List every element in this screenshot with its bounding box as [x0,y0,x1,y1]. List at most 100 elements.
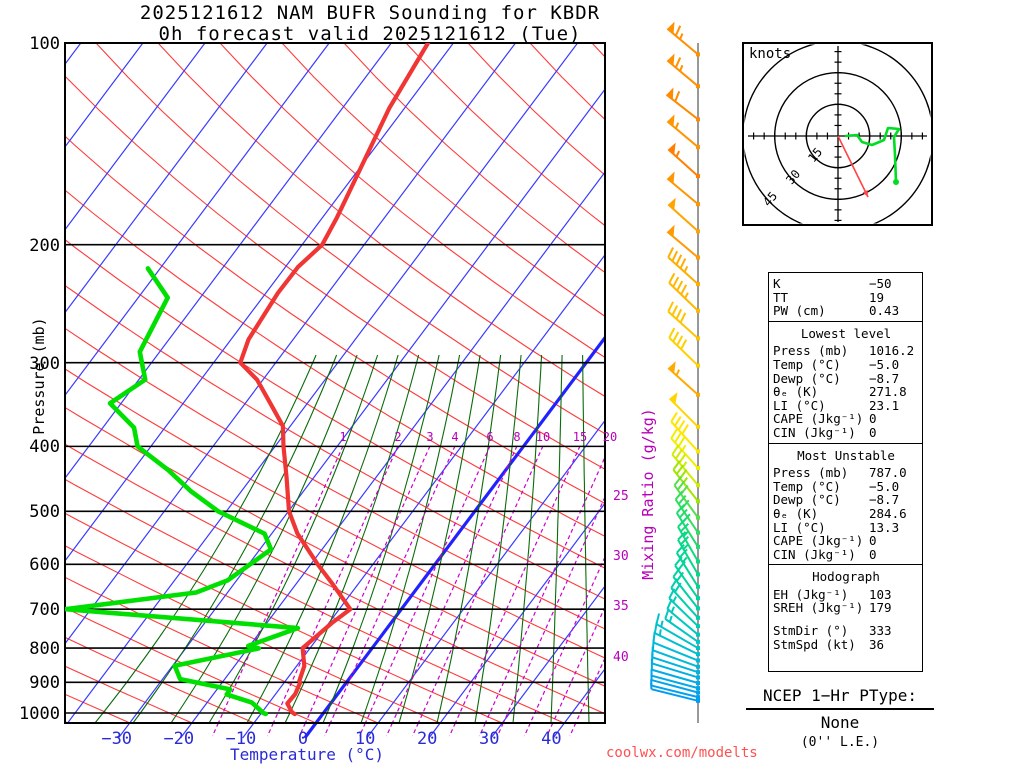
indices-row: CIN (Jkg⁻¹) 0 [773,548,919,562]
indices-section-header: Hodograph [812,569,880,585]
mixing-ratio-tick-label: 8 [513,430,521,444]
ptype-note: (0'' L.E.) [800,735,880,750]
index-label: Press (mb) [773,465,849,481]
hodograph-units-label: knots [749,46,792,62]
indices-row: θₑ (K) 271.8 [773,385,919,399]
storm-motion-vector [837,135,869,198]
mixing-ratio-tick-label: 3 [426,430,434,444]
mixing-ratio-tick-label: 2 [394,430,402,444]
index-value: 1016.2 [869,343,915,359]
index-value: 36 [869,636,885,652]
temperature-tick-label: 30 [479,729,500,749]
index-value: −8.7 [869,370,900,386]
indices-row: Press (mb) 1016.2 [773,344,919,358]
temperature-tick-label: −10 [225,729,257,749]
index-value: −50 [869,276,892,291]
index-label: Temp (°C) [773,356,841,372]
index-value: 333 [869,623,892,639]
index-label: Dewp (°C) [773,492,841,508]
indices-row: CAPE (Jkg⁻¹) 0 [773,412,919,426]
pressure-tick-label: 100 [29,34,60,54]
temperature-tick-label: 20 [416,729,438,749]
indices-row: LI (°C) 13.3 [773,519,919,535]
index-label: θₑ (K) [773,505,819,521]
indices-row: CIN (Jkg⁻¹) 0 [773,426,919,440]
indices-section: K −50 TT 19 PW (cm) 0.43 [769,273,922,321]
temperature-trace [238,43,431,717]
index-label: StmDir (°) [773,623,849,639]
index-label: CIN (Jkg⁻¹) [773,546,856,562]
index-value: 0 [869,546,877,562]
temperature-tick-label: −30 [101,729,133,749]
mixing-ratio-tick-label: 15 [572,430,588,444]
pressure-tick-label: 1000 [19,704,60,724]
index-label: CIN (Jkg⁻¹) [773,424,856,440]
moist-adiabat-lines [94,354,605,723]
pressure-axis-label: Pressure (mb) [30,317,48,435]
indices-section: Hodograph EH (Jkg⁻¹) 103 SREH (Jkg⁻¹) 179 Stm… [769,564,922,654]
index-label: PW (cm) [773,303,826,319]
pressure-tick-label: 300 [29,353,60,374]
mixing-ratio-tick-label: 20 [602,430,618,444]
pressure-tick-label: 400 [29,437,60,458]
indices-row: Press (mb) 787.0 [773,466,919,480]
index-value: −5.0 [869,356,900,372]
indices-row: LI (°C) 23.1 [773,399,919,413]
indices-row: TT 19 [773,289,919,305]
index-label: LI (°C) [773,519,826,535]
indices-row: Dewp (°C) −8.7 [773,370,919,386]
indices-row: θₑ (K) 284.6 [773,507,919,521]
watermark-link[interactable]: coolwx.com/modelts [606,745,758,761]
page-title: 2025121612 NAM BUFR Sounding for KBDR [139,2,601,24]
index-value: 13.3 [869,519,900,535]
mixing-ratio-stubs [211,722,577,737]
pressure-tick-label: 700 [29,600,60,621]
indices-section: Most Unstable Press (mb) 787.0 Temp (°C) −5.… [769,442,922,565]
pressure-tick-label: 200 [29,235,60,256]
index-value: −5.0 [869,478,900,494]
indices-row: K −50 [773,277,919,291]
pressure-tick-label: 800 [29,639,60,660]
pressure-tick-label: 500 [29,502,60,523]
mixing-ratio-tick-label: 4 [451,430,459,444]
indices-row: CAPE (Jkg⁻¹) 0 [773,534,919,548]
page-subtitle: 0h forecast valid 2025121612 (Tue) [158,23,582,45]
ptype-heading: NCEP 1−Hr PType: [746,686,934,710]
index-label: SREH (Jkg⁻¹) [773,600,864,616]
indices-row: Dewp (°C) −8.7 [773,493,919,507]
hodograph [742,42,933,226]
ptype-block: NCEP 1−Hr PType: None (0'' L.E.) [746,686,934,750]
index-label: StmSpd (kt) [773,636,856,652]
index-label: K [773,276,781,291]
index-value: 0.43 [869,303,900,319]
mixing-ratio-tick-label: 30 [613,549,629,564]
temperature-tick-label: −20 [163,729,195,749]
plot-frame [64,42,606,724]
temperature-tick-label: 10 [354,729,376,749]
indices-section: Lowest level Press (mb) 1016.2 Temp (°C) −5.… [769,320,922,443]
indices-row: Temp (°C) −5.0 [773,480,919,494]
index-label: LI (°C) [773,397,826,413]
index-label: TT [773,289,789,305]
index-value: −8.7 [869,492,900,508]
indices-row: Temp (°C) −5.0 [773,358,919,372]
indices-row: StmSpd (kt) 36 [773,638,919,652]
mixing-ratio-lines [217,445,605,723]
index-value: 0 [869,411,877,427]
indices-row: EH (Jkg⁻¹) 103 [773,588,919,602]
ptype-value: None [820,713,860,732]
wind-barb-column [650,21,700,723]
indices-row: PW (cm) 0.43 [773,304,919,318]
index-label: Temp (°C) [773,478,841,494]
temperature-tick-label: 40 [541,729,562,749]
index-label: CAPE (Jkg⁻¹) [773,411,864,427]
index-label: CAPE (Jkg⁻¹) [773,533,864,549]
index-label: EH (Jkg⁻¹) [773,586,849,602]
mixing-ratio-tick-label: 35 [613,599,629,614]
indices-table: K −50 TT 19 PW (cm) 0.43 Lowest level Press (mb… [768,272,923,672]
mixing-ratio-tick-label: 40 [613,650,629,665]
indices-row: StmDir (°) 333 [773,624,919,638]
mixing-ratio-axis-label: Mixing Ratio (g/kg) [639,408,657,580]
pressure-tick-label: 900 [29,673,60,694]
